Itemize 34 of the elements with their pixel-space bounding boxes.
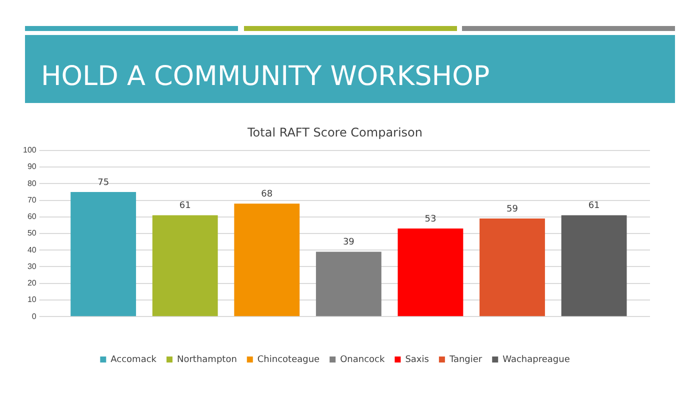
y-tick-label: 70: [27, 195, 37, 204]
legend-label: Northampton: [176, 354, 237, 365]
bar: [152, 215, 218, 316]
legend-label: Onancock: [340, 354, 386, 365]
y-tick-label: 20: [27, 278, 37, 288]
data-label: 61: [588, 201, 600, 212]
y-tick-label: 80: [27, 178, 37, 188]
data-label: 39: [342, 238, 355, 248]
y-tick-label: 40: [27, 245, 37, 254]
bar: [316, 252, 382, 316]
legend-label: Wachapreague: [502, 354, 570, 365]
y-tick-label: 10: [27, 295, 37, 304]
bar: [561, 215, 627, 316]
bar: [480, 218, 545, 316]
legend-label: Tangier: [448, 354, 482, 365]
y-tick-label: 100: [22, 146, 37, 155]
y-tick-label: 60: [27, 212, 37, 222]
data-label: 61: [179, 201, 191, 212]
data-label: 75: [98, 178, 110, 188]
legend-label: Chincoteague: [257, 354, 320, 365]
y-tick-label: 30: [27, 262, 37, 271]
banner: HOLD A COMMUNITY WORKSHOP: [25, 35, 675, 103]
y-tick-label: 0: [32, 312, 37, 321]
y-tick-label: 90: [27, 162, 37, 172]
data-label: 68: [261, 189, 273, 200]
legend-label: Accomack: [110, 354, 158, 365]
legend-label: Saxis: [405, 354, 430, 365]
bar: [70, 192, 136, 316]
y-tick-label: 50: [27, 228, 37, 238]
data-label: 59: [506, 204, 518, 214]
data-label: 53: [424, 214, 436, 224]
bar: [398, 228, 464, 316]
bar: [234, 204, 300, 316]
chart-title: Total RAFT Score Comparison: [246, 125, 423, 140]
